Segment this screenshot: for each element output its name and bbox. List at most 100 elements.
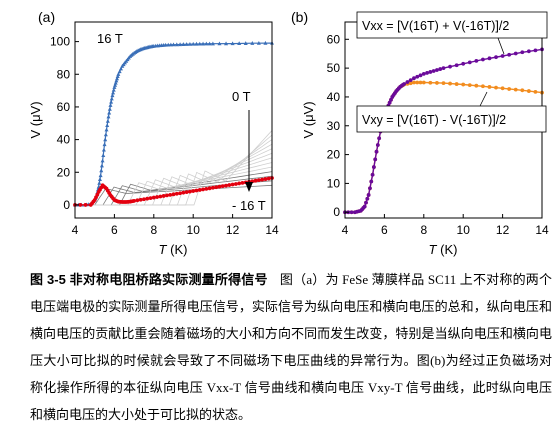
series-minus-16T-point: [211, 185, 215, 190]
series-vxx-point: [438, 67, 443, 71]
series-minus-16T-point: [184, 190, 189, 195]
series-16T-point: [166, 42, 171, 47]
series-vxx-point: [418, 73, 423, 78]
series-vxy-point: [408, 81, 413, 86]
legend-vxy-pointer: [479, 91, 488, 107]
series-vxx-point: [375, 143, 380, 147]
series-16T-point: [107, 110, 112, 115]
annotation-16T: 16 T: [97, 31, 123, 46]
series-vxy-line: [345, 81, 543, 213]
series-16T-point: [163, 42, 168, 47]
series-16T-point: [103, 132, 108, 137]
series-16T-point: [100, 158, 105, 163]
intermediate-field-curve: [75, 162, 273, 206]
series-16T-point: [184, 42, 189, 46]
series-minus-16T-point: [266, 176, 271, 181]
series-vxy-point: [507, 87, 512, 91]
panel-b-label: (b): [291, 9, 308, 25]
series-minus-16T-point: [145, 196, 150, 201]
series-vxy-point: [481, 84, 485, 89]
series-vxx-point: [362, 204, 367, 209]
series-minus-16T-point: [83, 203, 88, 207]
series-vxy-point: [533, 89, 538, 94]
series-vxx-point: [467, 60, 472, 65]
series-vxx-point: [374, 149, 379, 154]
series-vxx-point: [425, 71, 429, 75]
panel-a-series: [73, 40, 274, 207]
panel-a-ytick-label: 20: [57, 165, 71, 179]
series-16T-point: [181, 42, 186, 46]
series-vxy-point: [500, 86, 505, 91]
series-16T-point: [263, 40, 268, 45]
series-vxx-point: [368, 186, 372, 191]
series-vxy-point: [412, 80, 416, 85]
series-16T-point: [224, 41, 229, 46]
series-vxy-point: [520, 88, 525, 93]
series-vxx-point: [387, 100, 392, 105]
intermediate-field-curves: [75, 130, 273, 206]
legend-vxx-pointer: [497, 37, 505, 55]
series-vxx-point: [402, 82, 406, 86]
series-minus-16T-point: [161, 194, 166, 198]
panel-a-ylabel: V (μV): [28, 101, 43, 138]
series-vxx-point: [365, 196, 370, 201]
panel-b-ytick-label: 60: [327, 32, 341, 46]
series-minus-16T-point: [132, 198, 137, 203]
series-vxx-point: [369, 179, 374, 184]
series-16T-point: [106, 114, 111, 119]
series-vxy-point: [418, 80, 423, 85]
series-16T-point: [207, 41, 212, 46]
series-minus-16T-point: [151, 195, 156, 200]
series-16T-point: [118, 66, 123, 71]
series-vxy-point: [526, 89, 531, 93]
panel-b-ytick-label: 40: [327, 90, 341, 104]
series-minus-16T-point: [214, 185, 219, 190]
intermediate-field-curve: [75, 171, 273, 206]
series-vxy-point: [415, 80, 420, 85]
panel-a-xtick-label: 12: [226, 223, 240, 237]
series-minus-16T-point: [158, 194, 163, 199]
series-vxx-point: [441, 66, 446, 71]
series-vxy-point: [474, 83, 479, 88]
series-minus-16T-point: [201, 187, 205, 192]
series-vxx-point: [474, 59, 479, 63]
series-vxx-point: [371, 165, 376, 169]
series-vxx-point: [461, 61, 466, 66]
series-vxx-point: [421, 71, 426, 76]
series-16T-point: [187, 41, 192, 46]
panel-a-ytick-label: 100: [50, 35, 70, 49]
series-minus-16T-point: [181, 190, 186, 195]
panel-b-xtick-label: 6: [381, 223, 388, 237]
intermediate-field-curve: [75, 157, 273, 206]
series-16T-point: [113, 82, 118, 87]
caption-text: 图（a）为 FeSe 薄膜样品 SC11 上不对称的两个电压端电极的实际测量所得…: [30, 272, 552, 422]
panel-a-label: (a): [38, 9, 55, 25]
series-16T-point: [250, 41, 255, 45]
panel-a-xtick-label: 4: [72, 223, 79, 237]
series-minus-16T-point: [191, 189, 196, 193]
series-minus-16T-point: [217, 184, 222, 189]
series-16T-point: [105, 118, 110, 123]
series-16T-point: [197, 41, 202, 46]
panel-a-ytick-label: 80: [57, 67, 71, 81]
panel-b-ytick-label: 30: [327, 119, 341, 133]
series-16T-point: [105, 123, 110, 128]
series-vxx-point: [481, 57, 485, 62]
series-vxx-point: [412, 76, 416, 81]
panel-a-xtick-label: 6: [111, 223, 118, 237]
series-minus-16T-point: [138, 197, 143, 202]
series-minus-16T-point: [174, 191, 179, 196]
panel-b-ytick-label: 20: [327, 148, 341, 162]
series-16T-point: [237, 41, 242, 46]
panel-b-xlabel: T (K): [429, 242, 458, 257]
series-vxx-point: [428, 70, 433, 74]
series-vxx-point: [513, 51, 518, 56]
series-vxx-point: [373, 157, 378, 162]
series-minus-16T-point: [220, 184, 225, 189]
series-16T-point: [256, 40, 261, 45]
series-16T-point: [104, 127, 109, 132]
annotation-minus-16T: - 16 T: [232, 198, 266, 213]
panel-b-series: [343, 47, 544, 215]
series-minus-16T-point: [178, 191, 182, 196]
